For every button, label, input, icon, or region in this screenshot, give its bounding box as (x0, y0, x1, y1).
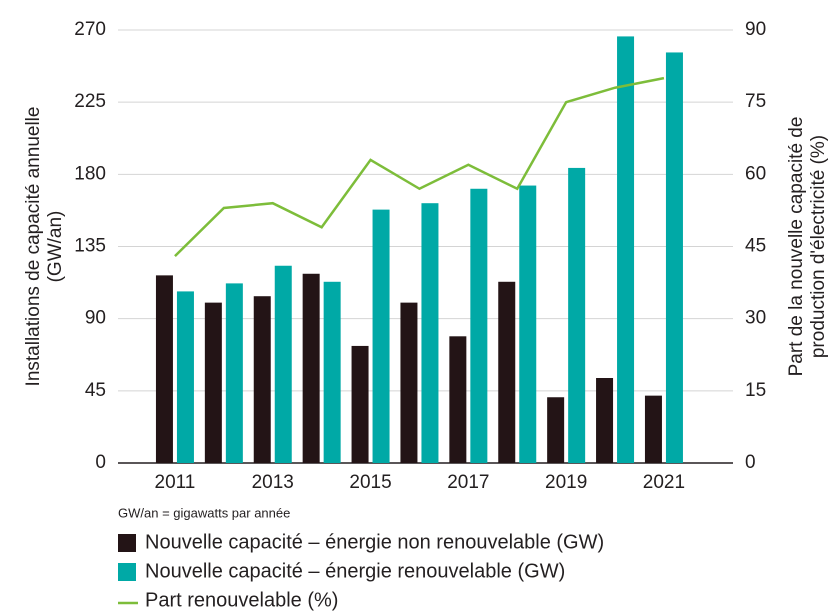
x-tick-label: 2015 (349, 472, 391, 493)
bar (519, 185, 537, 463)
bar (176, 291, 194, 463)
y-tick-label: 135 (74, 236, 106, 257)
y2-tick-label: 90 (745, 19, 766, 40)
legend-label: Nouvelle capacité – énergie renouvelable… (145, 560, 565, 582)
bar (302, 273, 320, 463)
legend-label: Nouvelle capacité – énergie non renouvel… (145, 531, 604, 553)
bar (421, 203, 439, 463)
x-tick-label: 2013 (252, 472, 294, 493)
y-tick-label: 45 (85, 380, 106, 401)
bar (323, 281, 341, 463)
x-tick-label: 2019 (545, 472, 587, 493)
bar (547, 397, 565, 463)
y-axis-label: (GW/an) (45, 211, 66, 283)
bar (253, 296, 271, 463)
bar (498, 281, 516, 463)
bar (470, 188, 488, 463)
bar (449, 336, 467, 463)
bar (155, 275, 173, 463)
x-tick-label: 2017 (447, 472, 489, 493)
x-tick-label: 2021 (643, 472, 685, 493)
bar (351, 345, 369, 463)
bar (204, 302, 222, 463)
y2-tick-label: 45 (745, 236, 766, 257)
y2-tick-label: 30 (745, 308, 766, 329)
bar (372, 209, 390, 463)
bar (665, 52, 683, 464)
line-series (174, 76, 665, 258)
bar (596, 378, 614, 463)
y-tick-label: 225 (74, 91, 106, 112)
y-tick-label: 0 (95, 452, 106, 473)
bar (225, 283, 243, 463)
y2-tick-label: 0 (745, 452, 756, 473)
y-tick-label: 270 (74, 19, 106, 40)
y-axis-label: Installations de capacité annuelle (23, 107, 44, 387)
bar (644, 395, 662, 463)
bar (568, 167, 586, 463)
bar (274, 265, 292, 463)
legend-label: Part renouvelable (%) (145, 589, 338, 611)
bar (400, 302, 418, 463)
y2-axis-label: production d'électricité (%) (808, 135, 829, 358)
legend-swatch (118, 534, 136, 552)
legend-swatch (118, 563, 136, 581)
x-tick-label: 2011 (155, 472, 196, 493)
y-tick-label: 90 (85, 308, 106, 329)
y-tick-label: 180 (74, 163, 106, 184)
note: GW/an = gigawatts par année (118, 505, 290, 520)
y2-tick-label: 15 (745, 380, 766, 401)
y2-tick-label: 60 (745, 163, 766, 184)
bar (617, 36, 635, 463)
y2-tick-label: 75 (745, 91, 766, 112)
y2-axis-label: Part de la nouvelle capacité de (786, 117, 807, 377)
